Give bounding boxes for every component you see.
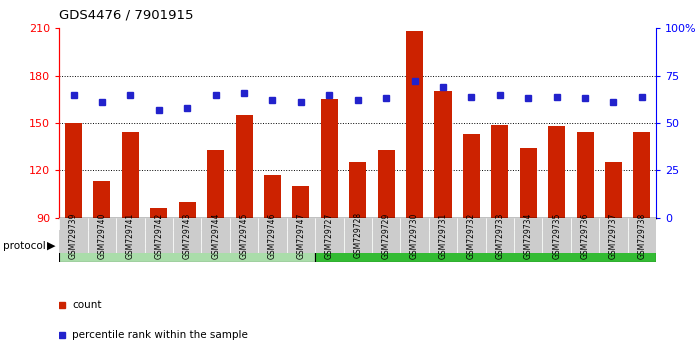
Text: GSM729746: GSM729746 xyxy=(268,212,277,259)
Bar xyxy=(429,218,457,253)
Bar xyxy=(150,208,168,218)
Bar xyxy=(434,91,452,218)
Text: GSM729733: GSM729733 xyxy=(496,212,505,259)
Bar xyxy=(577,132,593,218)
Bar xyxy=(463,134,480,218)
Text: GSM729728: GSM729728 xyxy=(353,212,362,258)
Bar xyxy=(88,218,116,253)
Bar xyxy=(491,125,508,218)
Bar xyxy=(258,218,287,253)
Text: GSM729738: GSM729738 xyxy=(637,212,646,258)
Text: vector control: vector control xyxy=(450,241,522,251)
Text: GSM729732: GSM729732 xyxy=(467,212,476,258)
Text: GSM729743: GSM729743 xyxy=(183,212,192,259)
Bar xyxy=(315,218,343,253)
Bar xyxy=(202,218,230,253)
Text: percentile rank within the sample: percentile rank within the sample xyxy=(73,330,248,339)
Bar xyxy=(59,218,88,253)
Text: parkin expression: parkin expression xyxy=(141,241,234,251)
Text: GSM729737: GSM729737 xyxy=(609,212,618,259)
Bar xyxy=(571,218,600,253)
Bar xyxy=(264,175,281,218)
Bar xyxy=(633,132,651,218)
Bar xyxy=(372,218,401,253)
Text: GSM729742: GSM729742 xyxy=(154,212,163,258)
Text: protocol: protocol xyxy=(3,241,46,251)
Bar xyxy=(235,115,253,218)
Text: GDS4476 / 7901915: GDS4476 / 7901915 xyxy=(59,9,194,22)
Bar xyxy=(457,218,486,253)
Text: GSM729747: GSM729747 xyxy=(297,212,306,259)
Text: GSM729734: GSM729734 xyxy=(524,212,533,259)
Text: GSM729735: GSM729735 xyxy=(552,212,561,259)
Bar xyxy=(406,32,423,218)
Bar xyxy=(94,181,110,218)
Bar xyxy=(173,218,202,253)
Text: GSM729740: GSM729740 xyxy=(98,212,107,259)
Text: GSM729729: GSM729729 xyxy=(382,212,391,258)
Bar xyxy=(59,230,315,262)
Text: GSM729727: GSM729727 xyxy=(325,212,334,258)
Bar xyxy=(65,123,82,218)
Bar xyxy=(401,218,429,253)
Bar xyxy=(315,230,656,262)
Text: GSM729745: GSM729745 xyxy=(239,212,248,259)
Bar xyxy=(292,186,309,218)
Bar xyxy=(343,218,372,253)
Bar xyxy=(600,218,628,253)
Bar xyxy=(287,218,315,253)
Text: GSM729730: GSM729730 xyxy=(410,212,419,259)
Bar xyxy=(321,99,338,218)
Bar xyxy=(144,218,173,253)
Bar xyxy=(514,218,542,253)
Bar xyxy=(349,162,366,218)
Bar xyxy=(486,218,514,253)
Bar xyxy=(542,218,571,253)
Text: GSM729744: GSM729744 xyxy=(211,212,220,259)
Text: GSM729741: GSM729741 xyxy=(126,212,135,258)
Bar xyxy=(116,218,144,253)
Text: GSM729731: GSM729731 xyxy=(438,212,447,258)
Text: ▶: ▶ xyxy=(47,241,56,251)
Bar xyxy=(628,218,656,253)
Bar xyxy=(207,150,224,218)
Text: GSM729739: GSM729739 xyxy=(69,212,78,259)
Bar xyxy=(605,162,622,218)
Text: GSM729736: GSM729736 xyxy=(581,212,590,259)
Bar xyxy=(548,126,565,218)
Bar xyxy=(122,132,139,218)
Text: count: count xyxy=(73,299,102,310)
Bar xyxy=(520,148,537,218)
Bar xyxy=(230,218,258,253)
Bar xyxy=(378,150,394,218)
Bar xyxy=(179,202,195,218)
